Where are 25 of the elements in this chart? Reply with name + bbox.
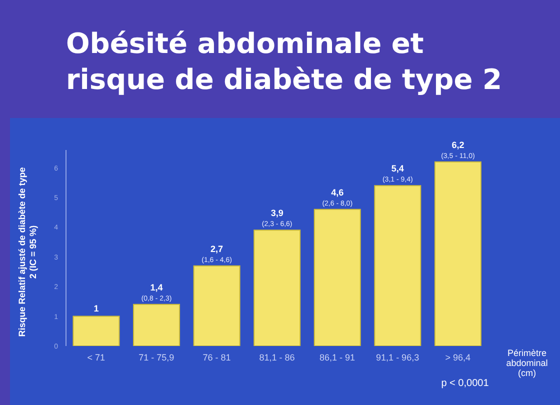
x-tick-label: 91,1 - 96,3 xyxy=(376,352,420,362)
bar xyxy=(72,316,120,346)
data-label: 2,7 xyxy=(210,244,224,254)
x-tick-label: > 96,4 xyxy=(445,352,470,362)
x-axis-title: Périmètre abdominal (cm) xyxy=(505,348,549,378)
text: p < 0,0001 xyxy=(440,378,490,389)
x-tick-label: < 71 xyxy=(87,352,106,362)
bar xyxy=(254,230,301,346)
data-label: 1 xyxy=(94,303,99,314)
bar xyxy=(314,208,361,346)
data-label: 1,4 xyxy=(150,282,163,292)
x-tick-label: 71 - 75,9 xyxy=(138,352,174,362)
x-tick-label: 76 - 81 xyxy=(202,352,231,362)
bar xyxy=(193,265,240,346)
data-label: 5,4 xyxy=(391,164,404,174)
data-label: 4,6 xyxy=(331,187,344,198)
bar xyxy=(374,185,422,346)
x-tick-label: 86,1 - 91 xyxy=(320,352,356,362)
chart-title: Obésité abdominale et risque de diabète de type 2 xyxy=(66,26,503,98)
data-label: 6,2 xyxy=(452,140,464,150)
bar xyxy=(133,304,180,346)
data-label: 3,9 xyxy=(270,208,284,218)
x-tick-label: 81,1 - 86 xyxy=(259,352,295,362)
y-axis-title: Risque Relatif ajusté de diabète de type 2 (IC = 95 %) xyxy=(17,167,39,337)
bar xyxy=(434,161,482,346)
